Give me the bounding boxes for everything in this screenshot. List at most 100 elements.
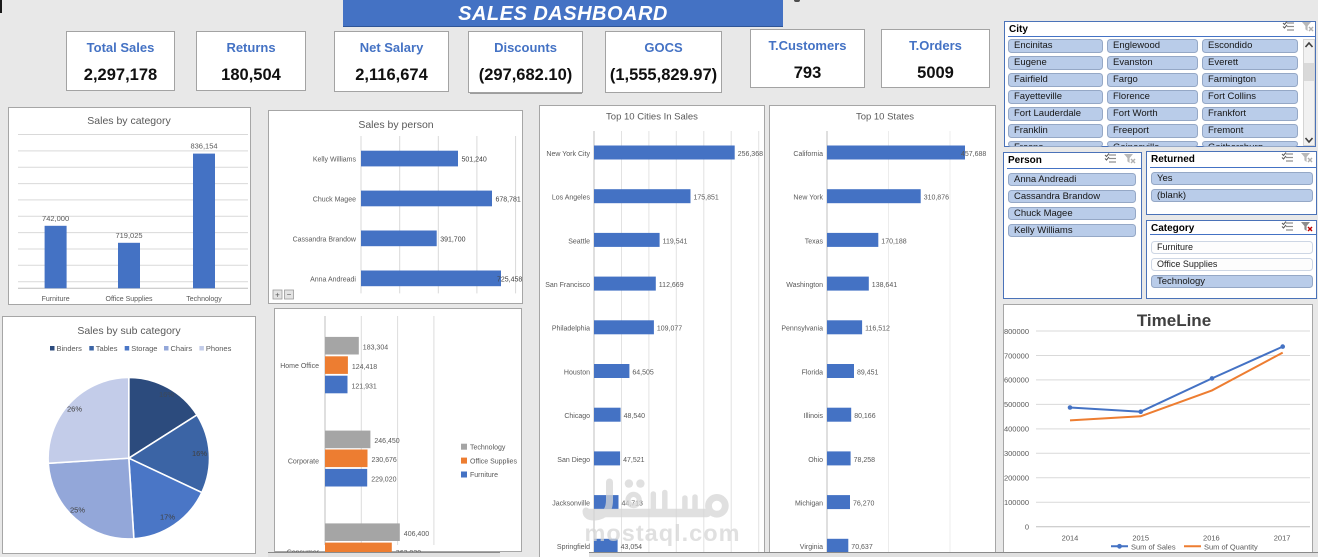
svg-text:719,025: 719,025: [115, 231, 142, 240]
svg-text:Texas: Texas: [805, 238, 824, 245]
svg-text:Chairs: Chairs: [171, 344, 193, 353]
svg-text:California: California: [793, 151, 823, 158]
svg-text:183,304: 183,304: [363, 345, 388, 352]
svg-text:124,418: 124,418: [352, 364, 377, 371]
svg-text:400000: 400000: [1004, 425, 1029, 434]
svg-text:112,669: 112,669: [659, 282, 684, 289]
svg-text:Cassandra Brandow: Cassandra Brandow: [293, 236, 357, 243]
svg-text:Phones: Phones: [206, 344, 232, 353]
svg-text:70,637: 70,637: [851, 544, 873, 551]
svg-text:300000: 300000: [1004, 449, 1029, 458]
svg-text:48,540: 48,540: [624, 413, 646, 420]
svg-text:246,450: 246,450: [374, 438, 399, 445]
svg-text:Furniture: Furniture: [470, 472, 498, 479]
svg-text:175,851: 175,851: [694, 195, 719, 202]
svg-text:TimeLine: TimeLine: [1137, 311, 1211, 330]
svg-text:Illinois: Illinois: [804, 413, 824, 420]
svg-text:Michigan: Michigan: [795, 501, 823, 508]
svg-text:Sales by sub category: Sales by sub category: [77, 325, 181, 337]
svg-text:836,154: 836,154: [190, 142, 217, 151]
svg-text:230,676: 230,676: [372, 457, 397, 464]
svg-text:310,876: 310,876: [924, 195, 949, 202]
svg-text:700000: 700000: [1004, 351, 1029, 360]
svg-text:Seattle: Seattle: [568, 238, 590, 245]
svg-text:Top 10 States: Top 10 States: [856, 112, 914, 123]
svg-text:Consumer: Consumer: [287, 550, 320, 553]
svg-text:Sales by category: Sales by category: [87, 115, 171, 127]
svg-text:725,458: 725,458: [497, 276, 522, 283]
svg-text:89,451: 89,451: [857, 369, 879, 376]
svg-text:100000: 100000: [1004, 498, 1029, 507]
svg-text:Anna Andreadi: Anna Andreadi: [310, 276, 356, 283]
svg-text:Philadelphia: Philadelphia: [552, 326, 590, 333]
svg-text:Virginia: Virginia: [800, 544, 823, 551]
svg-text:Houston: Houston: [564, 369, 590, 376]
svg-text:Top 10 Cities In Sales: Top 10 Cities In Sales: [606, 112, 698, 123]
svg-text:2014: 2014: [1062, 534, 1079, 543]
svg-text:Jacksonville: Jacksonville: [552, 501, 590, 508]
svg-text:78,258: 78,258: [854, 457, 876, 464]
svg-text:501,240: 501,240: [462, 157, 487, 164]
svg-text:16%: 16%: [192, 449, 207, 458]
svg-text:Springfield: Springfield: [557, 544, 590, 551]
svg-text:Sales by person: Sales by person: [358, 119, 433, 131]
svg-text:16%: 16%: [159, 390, 174, 399]
svg-text:Kelly Williams: Kelly Williams: [313, 157, 357, 164]
svg-text:678,781: 678,781: [496, 196, 521, 203]
svg-text:47,521: 47,521: [623, 457, 645, 464]
svg-text:Florida: Florida: [802, 369, 824, 376]
svg-text:391,700: 391,700: [440, 236, 465, 243]
svg-text:San Francisco: San Francisco: [545, 282, 590, 289]
svg-text:New York: New York: [793, 195, 823, 202]
svg-text:457,688: 457,688: [961, 151, 986, 158]
svg-text:0: 0: [1025, 523, 1029, 532]
svg-text:Tables: Tables: [96, 344, 118, 353]
svg-text:170,188: 170,188: [881, 238, 906, 245]
svg-text:200000: 200000: [1004, 474, 1029, 483]
svg-text:76,270: 76,270: [853, 501, 875, 508]
svg-text:600000: 600000: [1004, 376, 1029, 385]
svg-text:Furniture: Furniture: [42, 296, 70, 303]
svg-text:17%: 17%: [160, 513, 175, 522]
svg-text:New York City: New York City: [546, 151, 590, 158]
svg-text:Chicago: Chicago: [564, 413, 590, 420]
svg-text:Corporate: Corporate: [288, 459, 319, 466]
svg-text:Office Supplies: Office Supplies: [470, 458, 517, 465]
svg-text:Binders: Binders: [57, 344, 83, 353]
svg-text:2016: 2016: [1203, 534, 1220, 543]
svg-text:Technology: Technology: [470, 444, 506, 451]
svg-text:119,541: 119,541: [663, 238, 688, 245]
svg-text:25%: 25%: [70, 506, 85, 515]
svg-text:2015: 2015: [1132, 534, 1149, 543]
svg-text:2017: 2017: [1274, 534, 1291, 543]
svg-text:San Diego: San Diego: [557, 457, 590, 464]
svg-text:+: +: [275, 291, 280, 300]
svg-text:406,400: 406,400: [404, 531, 429, 538]
svg-text:116,512: 116,512: [865, 326, 890, 333]
svg-text:Storage: Storage: [131, 344, 157, 353]
svg-text:500000: 500000: [1004, 400, 1029, 409]
svg-text:26%: 26%: [67, 405, 82, 414]
svg-text:Office Supplies: Office Supplies: [106, 296, 153, 303]
svg-text:Washington: Washington: [786, 282, 823, 289]
svg-text:229,020: 229,020: [371, 477, 396, 484]
svg-text:138,641: 138,641: [872, 282, 897, 289]
svg-text:800000: 800000: [1004, 327, 1029, 336]
svg-text:−: −: [287, 290, 292, 299]
svg-text:64,505: 64,505: [632, 369, 654, 376]
svg-text:Home Office: Home Office: [280, 363, 319, 370]
svg-text:Chuck Magee: Chuck Magee: [313, 196, 356, 203]
svg-text:80,166: 80,166: [854, 413, 876, 420]
svg-text:Pennsylvania: Pennsylvania: [781, 326, 823, 333]
svg-text:mostaql.com: mostaql.com: [585, 520, 741, 546]
svg-text:742,000: 742,000: [42, 214, 69, 223]
svg-text:Technology: Technology: [186, 296, 222, 303]
svg-text:Sum of Sales: Sum of Sales: [1131, 542, 1176, 551]
svg-text:Ohio: Ohio: [808, 457, 823, 464]
svg-text:Los Angeles: Los Angeles: [552, 195, 591, 202]
svg-text:43,054: 43,054: [621, 544, 643, 551]
svg-text:109,077: 109,077: [657, 326, 682, 333]
svg-text:256,368: 256,368: [738, 151, 763, 158]
svg-text:Sum of Quantity: Sum of Quantity: [1204, 542, 1258, 551]
svg-text:121,931: 121,931: [352, 383, 377, 390]
